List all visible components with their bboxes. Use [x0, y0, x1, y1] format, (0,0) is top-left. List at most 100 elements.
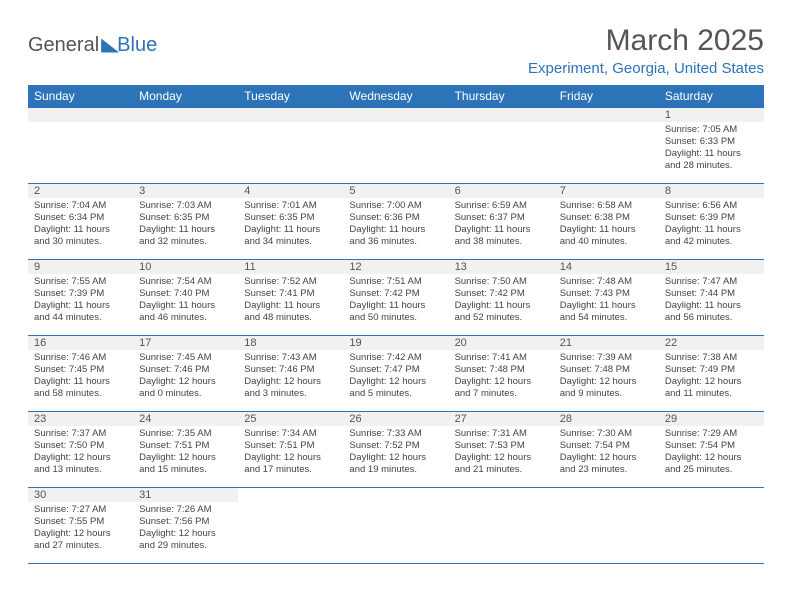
calendar-table: SundayMondayTuesdayWednesdayThursdayFrid…	[28, 85, 764, 564]
day-info: Sunrise: 7:48 AMSunset: 7:43 PMDaylight:…	[560, 276, 653, 324]
calendar-day-cell	[238, 488, 343, 564]
calendar-day-cell: 26 Sunrise: 7:33 AMSunset: 7:52 PMDayligh…	[343, 412, 448, 488]
day-info: Sunrise: 7:41 AMSunset: 7:48 PMDaylight:…	[455, 352, 548, 400]
header: General Blue March 2025 Experiment, Geor…	[28, 24, 764, 77]
weekday-header: Wednesday	[343, 85, 448, 108]
day-info: Sunrise: 7:54 AMSunset: 7:40 PMDaylight:…	[139, 276, 232, 324]
calendar-day-cell: 25Sunrise: 7:34 AMSunset: 7:51 PMDayligh…	[238, 412, 343, 488]
calendar-day-cell: 23 Sunrise: 7:37 AMSunset: 7:50 PMDayligh…	[28, 412, 133, 488]
day-info: Sunrise: 7:05 AMSunset: 6:33 PMDaylight:…	[665, 124, 758, 172]
day-number: 1	[659, 108, 764, 122]
day-info: Sunrise: 7:46 AMSunset: 7:45 PMDaylight:…	[34, 352, 127, 400]
calendar-day-cell	[659, 488, 764, 564]
day-number: 12	[343, 260, 448, 274]
day-number: 10	[133, 260, 238, 274]
day-info: Sunrise: 7:35 AMSunset: 7:51 PMDaylight:…	[139, 428, 232, 476]
day-number: 3	[133, 184, 238, 198]
calendar-day-cell: 24 Sunrise: 7:35 AMSunset: 7:51 PMDayligh…	[133, 412, 238, 488]
day-number: 24	[133, 412, 238, 426]
title-block: March 2025 Experiment, Georgia, United S…	[528, 24, 764, 77]
day-number: 27	[449, 412, 554, 426]
calendar-day-cell: 31Sunrise: 7:26 AMSunset: 7:56 PMDayligh…	[133, 488, 238, 564]
calendar-day-cell: 14 Sunrise: 7:48 AMSunset: 7:43 PMDayligh…	[554, 260, 659, 336]
day-number: 2	[28, 184, 133, 198]
day-info: Sunrise: 7:03 AMSunset: 6:35 PMDaylight:…	[139, 200, 232, 248]
empty-day: .	[343, 108, 448, 122]
weekday-header: Thursday	[449, 85, 554, 108]
day-info: Sunrise: 7:04 AMSunset: 6:34 PMDaylight:…	[34, 200, 127, 248]
day-info: Sunrise: 7:33 AMSunset: 7:52 PMDaylight:…	[349, 428, 442, 476]
day-number: 7	[554, 184, 659, 198]
weekday-header-row: SundayMondayTuesdayWednesdayThursdayFrid…	[28, 85, 764, 108]
day-info: Sunrise: 7:30 AMSunset: 7:54 PMDaylight:…	[560, 428, 653, 476]
day-info: Sunrise: 6:58 AMSunset: 6:38 PMDaylight:…	[560, 200, 653, 248]
calendar-week-row: 16 Sunrise: 7:46 AMSunset: 7:45 PMDayligh…	[28, 336, 764, 412]
calendar-day-cell: 17Sunrise: 7:45 AMSunset: 7:46 PMDayligh…	[133, 336, 238, 412]
calendar-day-cell	[554, 488, 659, 564]
calendar-day-cell: 18 Sunrise: 7:43 AMSunset: 7:46 PMDayligh…	[238, 336, 343, 412]
month-title: March 2025	[528, 24, 764, 58]
weekday-header: Monday	[133, 85, 238, 108]
day-info: Sunrise: 7:29 AMSunset: 7:54 PMDaylight:…	[665, 428, 758, 476]
day-number: 14	[554, 260, 659, 274]
calendar-day-cell: 15Sunrise: 7:47 AMSunset: 7:44 PMDayligh…	[659, 260, 764, 336]
calendar-day-cell: .	[554, 108, 659, 184]
calendar-day-cell: .	[28, 108, 133, 184]
weekday-header: Saturday	[659, 85, 764, 108]
logo: General Blue	[28, 34, 157, 57]
day-number: 11	[238, 260, 343, 274]
day-info: Sunrise: 7:50 AMSunset: 7:42 PMDaylight:…	[455, 276, 548, 324]
day-number: 23	[28, 412, 133, 426]
weekday-header: Sunday	[28, 85, 133, 108]
day-number: 18	[238, 336, 343, 350]
empty-day: .	[133, 108, 238, 122]
day-info: Sunrise: 7:43 AMSunset: 7:46 PMDaylight:…	[244, 352, 337, 400]
calendar-week-row: 23 Sunrise: 7:37 AMSunset: 7:50 PMDayligh…	[28, 412, 764, 488]
day-number: 5	[343, 184, 448, 198]
calendar-day-cell: 21 Sunrise: 7:39 AMSunset: 7:48 PMDayligh…	[554, 336, 659, 412]
day-info: Sunrise: 7:39 AMSunset: 7:48 PMDaylight:…	[560, 352, 653, 400]
calendar-day-cell: 9 Sunrise: 7:55 AMSunset: 7:39 PMDaylight…	[28, 260, 133, 336]
day-info: Sunrise: 7:27 AMSunset: 7:55 PMDaylight:…	[34, 504, 127, 552]
day-number: 15	[659, 260, 764, 274]
calendar-day-cell: 3 Sunrise: 7:03 AMSunset: 6:35 PMDaylight…	[133, 184, 238, 260]
calendar-week-row: ......1Sunrise: 7:05 AMSunset: 6:33 PMDa…	[28, 108, 764, 184]
day-number: 21	[554, 336, 659, 350]
day-number: 9	[28, 260, 133, 274]
logo-text-a: General	[28, 34, 99, 57]
day-number: 8	[659, 184, 764, 198]
day-number: 31	[133, 488, 238, 502]
calendar-day-cell: 4Sunrise: 7:01 AMSunset: 6:35 PMDaylight…	[238, 184, 343, 260]
day-number: 22	[659, 336, 764, 350]
empty-day: .	[449, 108, 554, 122]
day-number: 4	[238, 184, 343, 198]
calendar-day-cell: 2 Sunrise: 7:04 AMSunset: 6:34 PMDaylight…	[28, 184, 133, 260]
logo-text-b: Blue	[117, 34, 157, 57]
calendar-day-cell: 8Sunrise: 6:56 AMSunset: 6:39 PMDaylight…	[659, 184, 764, 260]
day-number: 17	[133, 336, 238, 350]
day-info: Sunrise: 6:59 AMSunset: 6:37 PMDaylight:…	[455, 200, 548, 248]
day-info: Sunrise: 7:51 AMSunset: 7:42 PMDaylight:…	[349, 276, 442, 324]
day-number: 6	[449, 184, 554, 198]
calendar-day-cell: 27Sunrise: 7:31 AMSunset: 7:53 PMDayligh…	[449, 412, 554, 488]
day-info: Sunrise: 7:37 AMSunset: 7:50 PMDaylight:…	[34, 428, 127, 476]
day-number: 16	[28, 336, 133, 350]
calendar-day-cell: 10 Sunrise: 7:54 AMSunset: 7:40 PMDayligh…	[133, 260, 238, 336]
calendar-day-cell: 29Sunrise: 7:29 AMSunset: 7:54 PMDayligh…	[659, 412, 764, 488]
empty-day: .	[554, 108, 659, 122]
day-number: 25	[238, 412, 343, 426]
day-number: 30	[28, 488, 133, 502]
calendar-day-cell: 11 Sunrise: 7:52 AMSunset: 7:41 PMDayligh…	[238, 260, 343, 336]
day-number: 26	[343, 412, 448, 426]
calendar-week-row: 30 Sunrise: 7:27 AMSunset: 7:55 PMDayligh…	[28, 488, 764, 564]
day-info: Sunrise: 7:38 AMSunset: 7:49 PMDaylight:…	[665, 352, 758, 400]
calendar-day-cell: 16 Sunrise: 7:46 AMSunset: 7:45 PMDayligh…	[28, 336, 133, 412]
day-number: 20	[449, 336, 554, 350]
day-info: Sunrise: 7:52 AMSunset: 7:41 PMDaylight:…	[244, 276, 337, 324]
day-info: Sunrise: 7:55 AMSunset: 7:39 PMDaylight:…	[34, 276, 127, 324]
calendar-day-cell	[449, 488, 554, 564]
calendar-day-cell: .	[449, 108, 554, 184]
calendar-day-cell: .	[133, 108, 238, 184]
calendar-day-cell: 30 Sunrise: 7:27 AMSunset: 7:55 PMDayligh…	[28, 488, 133, 564]
calendar-day-cell: 13Sunrise: 7:50 AMSunset: 7:42 PMDayligh…	[449, 260, 554, 336]
